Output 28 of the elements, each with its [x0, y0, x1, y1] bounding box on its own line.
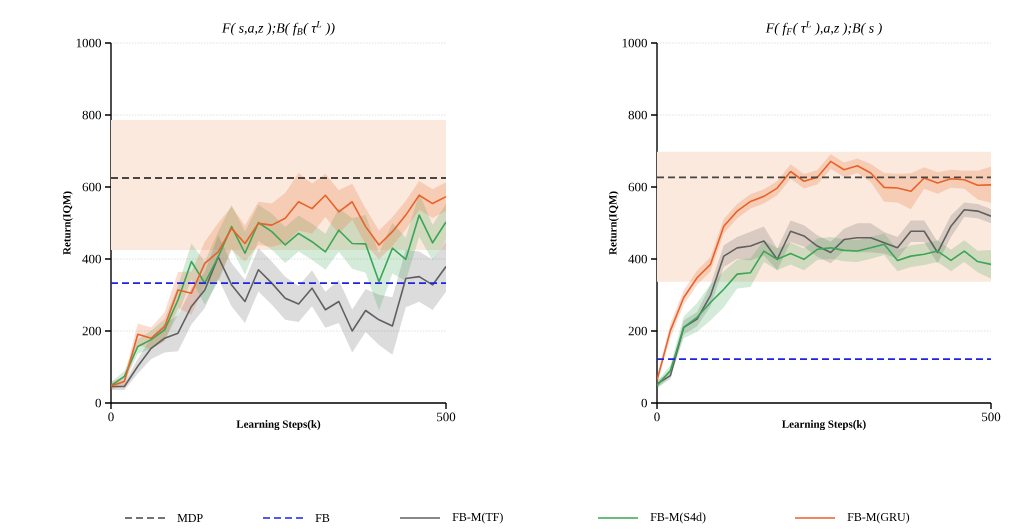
x-axis-title: Learning Steps(k): [782, 420, 866, 431]
chart-title: F( f$_{F}$( τ$^{L}$ ),a,z );B( s ): [765, 20, 882, 36]
legend-label: MDP: [177, 514, 203, 522]
x-tick-label: 500: [982, 412, 1001, 422]
legend-label: FB-M(S4d): [650, 512, 706, 524]
y-tick-label: 200: [82, 326, 101, 336]
y-axis-title: Return(IQM): [62, 191, 73, 255]
y-tick-label: 400: [628, 254, 647, 264]
x-axis-title: Learning Steps(k): [236, 420, 321, 431]
y-tick-label: 400: [82, 254, 101, 264]
legend-label: FB-M(TF): [452, 512, 503, 524]
y-tick-label: 0: [95, 398, 101, 408]
y-tick-label: 200: [628, 326, 647, 336]
y-axis-title: Return(IQM): [608, 191, 619, 255]
legend-label: FB: [315, 514, 330, 522]
line-series: [111, 256, 446, 388]
y-tick-label: 800: [82, 110, 101, 120]
legend-label: FB-M(GRU): [847, 512, 910, 524]
y-tick-label: 1000: [622, 38, 647, 48]
y-tick-label: 1000: [76, 38, 101, 48]
y-tick-label: 0: [641, 398, 647, 408]
y-tick-label: 800: [628, 110, 647, 120]
y-tick-label: 600: [628, 182, 647, 192]
x-tick-label: 0: [108, 412, 114, 422]
chart-title: F( s,a,z );B( f$_{B}$( τ$^{L}$ )): [221, 20, 335, 36]
x-tick-label: 0: [654, 412, 660, 422]
y-tick-label: 600: [82, 182, 101, 192]
x-tick-label: 500: [437, 412, 456, 422]
